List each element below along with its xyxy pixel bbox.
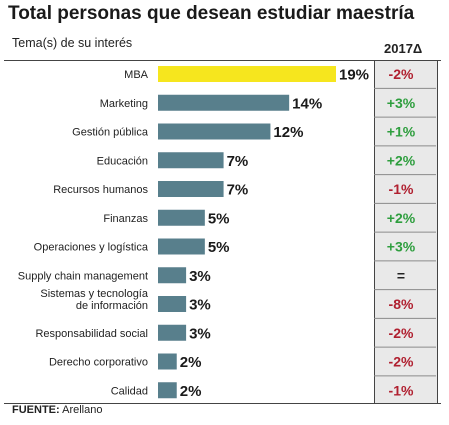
- bar-2: [158, 123, 271, 140]
- chart-title: Total personas que desean estudiar maest…: [8, 3, 415, 24]
- value-label-10: 2%: [180, 354, 202, 371]
- bar-5: [158, 209, 205, 226]
- delta-label-2: +1%: [387, 124, 416, 140]
- category-label-5: Finanzas: [103, 213, 148, 225]
- header-divider: [4, 60, 441, 61]
- source-text: Arellano: [59, 404, 103, 416]
- bar-1: [158, 94, 290, 111]
- delta-label-3: +2%: [387, 152, 416, 168]
- category-label-1: Marketing: [100, 98, 148, 110]
- delta-label-1: +3%: [387, 95, 416, 111]
- value-label-2: 12%: [273, 124, 303, 141]
- category-label-9: Responsabilidad social: [35, 328, 148, 340]
- delta-label-9: -2%: [389, 325, 414, 341]
- value-label-7: 3%: [189, 268, 211, 285]
- delta-label-0: -2%: [389, 66, 414, 82]
- category-label-0: MBA: [124, 69, 149, 81]
- value-label-8: 3%: [189, 297, 211, 314]
- value-label-5: 5%: [208, 210, 230, 227]
- value-label-4: 7%: [227, 182, 249, 199]
- bar-10: [158, 353, 177, 370]
- category-label-7: Supply chain management: [18, 270, 148, 282]
- delta-label-11: -1%: [389, 382, 414, 398]
- delta-label-6: +3%: [387, 239, 416, 255]
- category-label-8: Sistemas y tecnología de información: [40, 288, 148, 312]
- bar-4: [158, 181, 224, 197]
- bar-3: [158, 152, 224, 169]
- delta-column-header: 2017Δ: [384, 41, 423, 56]
- bar-6: [158, 238, 205, 255]
- category-label-3: Educación: [97, 155, 148, 167]
- value-label-6: 5%: [208, 239, 230, 256]
- value-label-11: 2%: [180, 383, 202, 400]
- value-label-0: 19%: [339, 67, 369, 84]
- bar-0: [158, 66, 336, 82]
- source-note: FUENTE: Arellano: [12, 404, 102, 416]
- delta-label-10: -2%: [389, 354, 414, 370]
- delta-label-4: -1%: [389, 181, 414, 197]
- value-label-3: 7%: [227, 153, 249, 170]
- category-label-2: Gestión pública: [72, 127, 149, 139]
- bar-8: [158, 296, 187, 312]
- bar-11: [158, 382, 177, 399]
- footer-divider: [4, 403, 441, 404]
- delta-label-7: =: [397, 267, 405, 283]
- category-label-6: Operaciones y logística: [34, 242, 149, 254]
- bar-9: [158, 324, 187, 341]
- category-label-11: Calidad: [111, 385, 148, 397]
- source-label: FUENTE:: [12, 404, 60, 416]
- bar-7: [158, 267, 187, 284]
- category-label-4: Recursos humanos: [53, 184, 148, 196]
- delta-label-5: +2%: [387, 210, 416, 226]
- value-label-1: 14%: [292, 95, 322, 112]
- value-label-9: 3%: [189, 325, 211, 342]
- delta-label-8: -8%: [389, 296, 414, 312]
- chart-subtitle: Tema(s) de su interés: [12, 36, 133, 50]
- category-label-10: Derecho corporativo: [49, 357, 148, 369]
